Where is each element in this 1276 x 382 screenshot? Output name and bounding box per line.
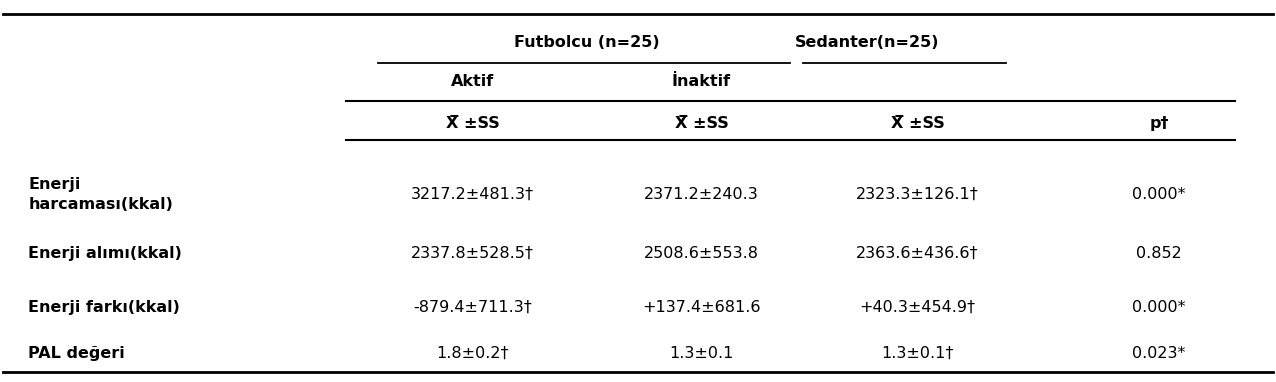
Text: 1.3±0.1†: 1.3±0.1†: [882, 346, 953, 361]
Text: 1.3±0.1: 1.3±0.1: [670, 346, 734, 361]
Text: 2337.8±528.5†: 2337.8±528.5†: [411, 246, 535, 261]
Text: X̅ ±SS: X̅ ±SS: [675, 116, 729, 131]
Text: 2371.2±240.3: 2371.2±240.3: [644, 187, 759, 202]
Text: 0.000*: 0.000*: [1132, 300, 1185, 315]
Text: 3217.2±481.3†: 3217.2±481.3†: [411, 187, 535, 202]
Text: Sedanter(n=25): Sedanter(n=25): [795, 35, 939, 50]
Text: İnaktif: İnaktif: [672, 74, 731, 89]
Text: Futbolcu (n=25): Futbolcu (n=25): [514, 35, 660, 50]
Text: 0.000*: 0.000*: [1132, 187, 1185, 202]
Text: Enerji farkı(kkal): Enerji farkı(kkal): [28, 300, 180, 315]
Text: Enerji alımı(kkal): Enerji alımı(kkal): [28, 246, 182, 261]
Text: Enerji
harcaması(kkal): Enerji harcaması(kkal): [28, 177, 174, 212]
Text: 0.852: 0.852: [1136, 246, 1182, 261]
Text: 1.8±0.2†: 1.8±0.2†: [436, 346, 509, 361]
Text: 0.023*: 0.023*: [1132, 346, 1185, 361]
Text: -879.4±711.3†: -879.4±711.3†: [413, 300, 532, 315]
Text: PAL değeri: PAL değeri: [28, 346, 125, 361]
Text: 2323.3±126.1†: 2323.3±126.1†: [856, 187, 979, 202]
Text: X̅ ±SS: X̅ ±SS: [891, 116, 944, 131]
Text: +40.3±454.9†: +40.3±454.9†: [860, 300, 976, 315]
Text: 2363.6±436.6†: 2363.6±436.6†: [856, 246, 979, 261]
Text: p†: p†: [1150, 116, 1169, 131]
Text: Aktif: Aktif: [452, 74, 495, 89]
Text: 2508.6±553.8: 2508.6±553.8: [644, 246, 759, 261]
Text: +137.4±681.6: +137.4±681.6: [642, 300, 760, 315]
Text: X̅ ±SS: X̅ ±SS: [447, 116, 500, 131]
